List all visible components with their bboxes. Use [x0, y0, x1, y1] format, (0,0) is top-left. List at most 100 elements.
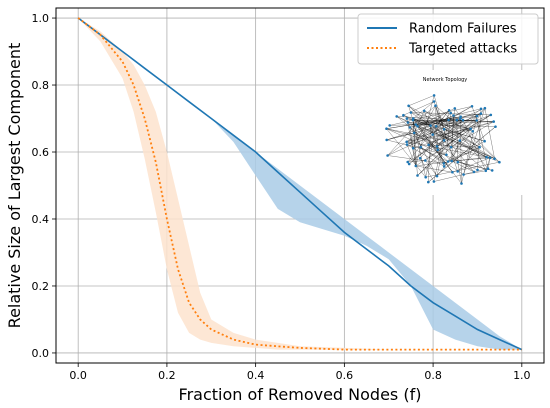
- inset-edge: [428, 126, 496, 183]
- inset-edge: [420, 147, 444, 164]
- inset-node: [493, 157, 496, 160]
- inset-edge: [409, 105, 436, 128]
- inset-node: [432, 180, 436, 183]
- inset-edge: [446, 112, 451, 155]
- inset-node: [475, 114, 479, 118]
- x-tick-label: 0.0: [69, 369, 87, 382]
- x-tick-label: 0.2: [158, 369, 176, 382]
- inset-edge: [412, 119, 438, 150]
- inset-node: [479, 112, 483, 115]
- inset-node: [450, 159, 454, 163]
- inset-edge: [451, 160, 475, 173]
- inset-edge: [412, 120, 426, 178]
- inset-node: [486, 167, 490, 170]
- inset-edge: [387, 113, 481, 156]
- inset-edge: [406, 141, 491, 159]
- inset-edge: [408, 105, 480, 148]
- inset-node: [405, 140, 409, 144]
- inset-edge: [425, 114, 491, 161]
- x-tick-label: 0.4: [247, 369, 265, 382]
- inset-edge: [428, 125, 431, 183]
- inset-node: [418, 156, 422, 160]
- inset-node: [432, 100, 436, 103]
- inset-edge: [386, 128, 445, 141]
- y-tick-label: 1.0: [32, 12, 50, 25]
- inset-edge: [407, 122, 452, 162]
- inset-node: [414, 123, 418, 126]
- inset-edge: [413, 121, 494, 149]
- inset-node: [414, 164, 418, 168]
- inset-node: [407, 104, 410, 108]
- x-tick-label: 0.6: [336, 369, 354, 382]
- inset-node: [490, 169, 494, 172]
- y-tick-label: 0.0: [32, 347, 50, 360]
- inset-node: [431, 133, 435, 136]
- inset-node: [445, 153, 448, 157]
- inset-edge: [444, 108, 486, 167]
- inset-node: [412, 131, 416, 135]
- inset-node: [494, 125, 497, 128]
- inset-edge: [432, 112, 451, 135]
- inset-node: [462, 173, 465, 176]
- inset-node: [471, 130, 475, 133]
- series-lines: [77, 17, 523, 351]
- inset-nodes: [385, 94, 501, 185]
- legend-box: [357, 13, 539, 65]
- x-axis-label: Fraction of Removed Nodes (f): [179, 385, 422, 404]
- inset-edge: [436, 126, 475, 173]
- x-tick-label: 1.0: [513, 369, 531, 382]
- inset-edge: [425, 126, 437, 178]
- inset-node: [475, 119, 479, 122]
- y-tick-label: 0.6: [32, 146, 50, 159]
- inset-edge: [406, 118, 485, 142]
- inset-edge: [386, 128, 478, 171]
- inset-edge: [386, 139, 447, 155]
- inset-node: [442, 139, 446, 142]
- inset-node: [446, 160, 450, 163]
- inset-edge: [403, 101, 435, 116]
- inset-edge: [436, 131, 473, 177]
- y-axis-label: Relative Size of Largest Component: [5, 43, 24, 329]
- inset-node: [483, 106, 487, 110]
- inset-edge: [389, 121, 494, 126]
- inset-node: [459, 115, 463, 118]
- inset-title: Network Topology: [423, 77, 468, 83]
- inset-edge: [389, 106, 473, 126]
- inset-edge: [456, 120, 458, 163]
- series-line-random-failures: [77, 17, 523, 351]
- inset-edge: [435, 105, 438, 150]
- inset-edge: [477, 108, 482, 170]
- inset-node: [406, 121, 410, 124]
- inset-node: [447, 118, 450, 122]
- inset-edge: [430, 125, 444, 164]
- inset-edge: [476, 114, 491, 121]
- inset-edge: [409, 120, 464, 165]
- inset-node: [442, 162, 446, 165]
- inset-edge: [409, 118, 461, 165]
- inset-node: [434, 125, 438, 128]
- inset-edge: [443, 140, 458, 163]
- y-tick-label: 0.4: [32, 213, 50, 226]
- inset-edge: [451, 147, 480, 162]
- inset-node: [411, 118, 415, 122]
- inset-edge: [457, 162, 462, 184]
- inset-node: [459, 117, 462, 120]
- inset-edges: [386, 95, 500, 184]
- inset-node: [489, 113, 493, 117]
- inset-node: [469, 127, 473, 131]
- inset-edge: [386, 132, 415, 141]
- inset-edge: [415, 165, 453, 173]
- inset-edge: [414, 132, 438, 150]
- inset-edge: [437, 114, 491, 147]
- inset-node: [386, 154, 389, 157]
- inset-edge: [406, 118, 416, 166]
- network-topology-inset: Network Topology: [345, 70, 545, 195]
- inset-node: [479, 107, 483, 111]
- inset-node: [449, 145, 453, 149]
- band-targeted-attacks: [78, 18, 522, 350]
- inset-edge: [417, 126, 475, 173]
- inset-edge: [386, 128, 426, 178]
- inset-edge: [448, 141, 485, 162]
- inset-node: [453, 107, 457, 110]
